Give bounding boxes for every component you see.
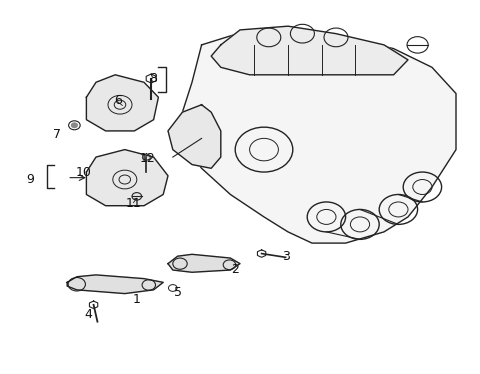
- Polygon shape: [211, 26, 408, 75]
- Text: 6: 6: [114, 95, 121, 107]
- Text: 3: 3: [282, 250, 289, 263]
- Text: 9: 9: [26, 173, 34, 186]
- Text: 2: 2: [231, 263, 239, 276]
- Polygon shape: [86, 75, 158, 131]
- Text: 4: 4: [85, 309, 93, 321]
- Text: 11: 11: [126, 197, 141, 210]
- Text: 8: 8: [149, 72, 156, 85]
- Text: 1: 1: [133, 293, 141, 306]
- Text: 7: 7: [53, 128, 60, 141]
- Polygon shape: [67, 275, 163, 294]
- Polygon shape: [182, 30, 456, 243]
- Polygon shape: [168, 105, 221, 168]
- Polygon shape: [86, 150, 168, 206]
- Circle shape: [72, 123, 77, 128]
- Polygon shape: [168, 254, 240, 272]
- Text: 12: 12: [140, 153, 156, 165]
- Text: 10: 10: [76, 166, 92, 178]
- Text: 5: 5: [174, 286, 181, 299]
